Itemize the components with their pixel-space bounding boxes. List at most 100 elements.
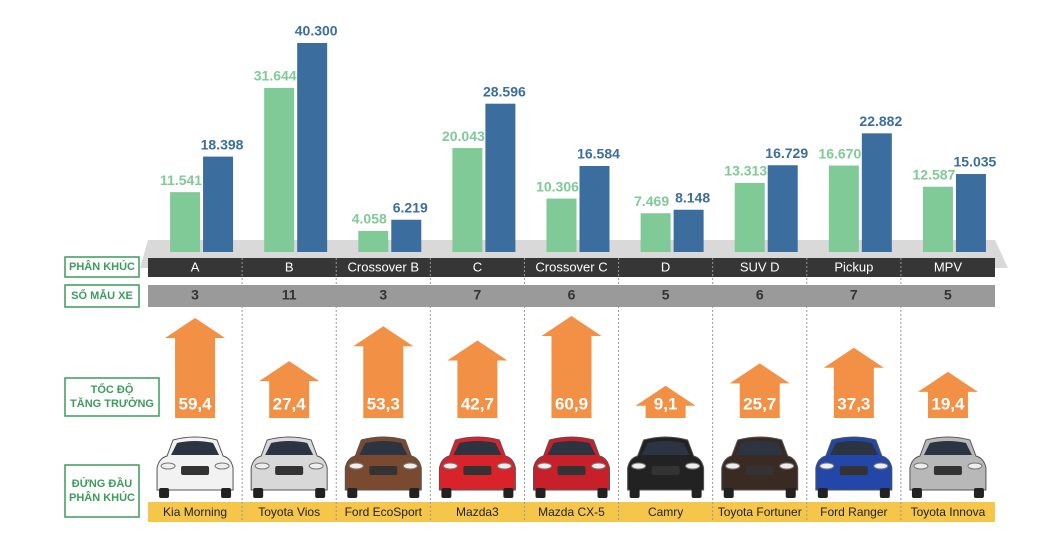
value-label: 10.306 bbox=[536, 178, 579, 194]
model-count: 3 bbox=[191, 287, 199, 303]
segment-row bbox=[148, 258, 995, 277]
car-image bbox=[438, 436, 516, 498]
segment-label: MPV bbox=[934, 259, 963, 274]
car-window bbox=[453, 441, 502, 455]
car-grille bbox=[181, 466, 210, 475]
leader-label: Kia Morning bbox=[163, 505, 227, 519]
car-wheel bbox=[441, 488, 452, 498]
model-count: 6 bbox=[756, 287, 764, 303]
value-label: 13.313 bbox=[724, 163, 767, 179]
growth-label: 42,7 bbox=[461, 394, 494, 413]
bar bbox=[922, 186, 953, 252]
bar bbox=[861, 133, 892, 252]
row-label: ĐỨNG ĐẦU PHÂN KHÚC bbox=[69, 477, 135, 504]
row-label: TỐC ĐỘ TĂNG TRƯỞNG bbox=[70, 382, 154, 410]
car-wheel bbox=[911, 488, 922, 498]
segment-label: D bbox=[661, 259, 670, 274]
leader-label: Ford EcoSport bbox=[345, 505, 423, 519]
value-label: 12.587 bbox=[913, 166, 956, 182]
car-wheel bbox=[817, 488, 828, 498]
car-wheel bbox=[691, 488, 702, 498]
car-grille bbox=[369, 466, 398, 475]
bar bbox=[955, 174, 986, 252]
car-image bbox=[627, 436, 705, 498]
car-light bbox=[967, 462, 983, 470]
value-label: 18.398 bbox=[201, 136, 244, 152]
car-wheel bbox=[629, 488, 640, 498]
segment-label: Crossover B bbox=[348, 259, 420, 274]
model-count: 7 bbox=[473, 287, 481, 303]
bar bbox=[673, 209, 704, 252]
row-label-box bbox=[64, 377, 160, 417]
bar bbox=[170, 192, 201, 252]
row-label: PHÂN KHÚC bbox=[69, 260, 135, 273]
car-grille bbox=[275, 466, 304, 475]
growth-arrow bbox=[635, 385, 696, 418]
bar bbox=[391, 219, 422, 252]
bar bbox=[452, 148, 483, 252]
value-label: 22.882 bbox=[859, 113, 902, 129]
leader-label: Ford Ranger bbox=[820, 505, 887, 519]
growth-arrow bbox=[917, 371, 978, 418]
leader-label: Mazda3 bbox=[456, 505, 499, 519]
growth-label: 53,3 bbox=[367, 394, 400, 413]
growth-label: 27,4 bbox=[273, 394, 307, 413]
car-image bbox=[344, 436, 422, 498]
car-wheel bbox=[535, 488, 546, 498]
car-image bbox=[815, 436, 893, 498]
value-label: 40.300 bbox=[295, 23, 338, 39]
model-row bbox=[148, 285, 995, 307]
car-light bbox=[591, 462, 606, 470]
car-wheel bbox=[315, 488, 326, 498]
car-grille bbox=[933, 466, 962, 475]
car-wheel bbox=[597, 488, 608, 498]
car-wheel bbox=[253, 488, 264, 498]
bar bbox=[828, 165, 859, 252]
car-wheel bbox=[503, 488, 514, 498]
car-grille bbox=[839, 466, 868, 475]
segment-label: Pickup bbox=[834, 259, 873, 274]
car-wheel bbox=[973, 488, 984, 498]
car-wheel bbox=[221, 488, 232, 498]
car-image bbox=[156, 436, 234, 498]
value-label: 16.729 bbox=[765, 145, 808, 161]
car-light bbox=[442, 462, 458, 470]
growth-arrow bbox=[165, 318, 226, 418]
bar bbox=[734, 182, 765, 252]
car-light bbox=[254, 462, 270, 470]
bar bbox=[264, 87, 295, 252]
car-wheel bbox=[409, 488, 420, 498]
growth-arrow bbox=[353, 326, 414, 418]
leader-label: Toyota Fortuner bbox=[718, 505, 802, 519]
leader-label: Toyota Innova bbox=[911, 505, 986, 519]
bar bbox=[203, 156, 234, 252]
leader-label: Camry bbox=[648, 505, 683, 519]
car-window bbox=[171, 441, 220, 455]
car-window bbox=[923, 441, 972, 455]
car-light bbox=[873, 462, 889, 470]
bar bbox=[485, 103, 516, 252]
car-light bbox=[537, 462, 552, 470]
segment-label: B bbox=[285, 259, 294, 274]
car-light bbox=[779, 462, 795, 470]
row-label-box bbox=[64, 284, 140, 308]
car-window bbox=[547, 441, 596, 455]
model-count: 5 bbox=[662, 287, 670, 303]
growth-label: 25,7 bbox=[743, 394, 776, 413]
car-light bbox=[160, 462, 176, 470]
car-window bbox=[265, 441, 314, 455]
car-light bbox=[913, 462, 929, 470]
car-wheel bbox=[785, 488, 796, 498]
car-light bbox=[402, 462, 418, 470]
car-light bbox=[214, 462, 230, 470]
value-label: 8.148 bbox=[675, 189, 710, 205]
value-label: 28.596 bbox=[483, 83, 526, 99]
bar bbox=[579, 165, 610, 252]
car-wheel bbox=[723, 488, 734, 498]
value-label: 7.469 bbox=[634, 193, 669, 209]
car-window bbox=[641, 441, 690, 455]
growth-arrow bbox=[259, 361, 320, 418]
value-label: 20.043 bbox=[442, 128, 485, 144]
leader-label: Mazda CX-5 bbox=[538, 505, 605, 519]
